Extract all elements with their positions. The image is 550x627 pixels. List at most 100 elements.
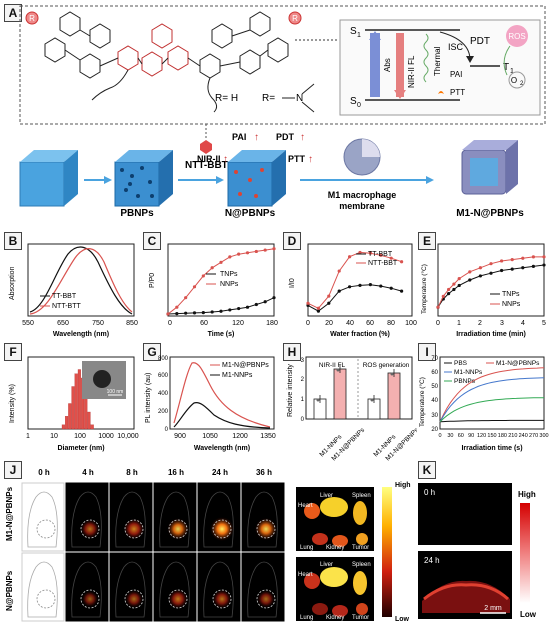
j-image-1-3 [153,552,197,622]
chart-i-xtick-6: 180 [498,433,507,439]
chart-f-bar-5 [77,369,81,430]
dimethylamine-icon [282,83,315,113]
chart-c-point-1-8 [237,252,241,256]
chart-d-point-0-6 [368,283,372,287]
chart-i-legend-3: PBNPs [454,378,476,385]
chart-d-point-0-1 [316,309,320,313]
chart-g-ytick-2: 400 [158,391,169,397]
j-image-1-4 [197,552,241,622]
chart-e-point-1-5 [468,270,472,274]
chart-d-xtick-2: 40 [346,320,354,327]
chart-d-point-1-9 [400,260,404,264]
chart-i-legend-1: M1-N@PBNPs [496,360,540,367]
chart-c-xtick-3: 180 [266,320,278,327]
chart-d-point-1-6 [368,251,372,255]
chart-b-xtick-0: 550 [22,320,34,327]
chart-c-point-0-3 [192,311,197,315]
chart-d-point-1-3 [337,269,341,273]
chart-b: Absorption TT-BBT NTT-BTT 550 650 750 85… [9,243,138,338]
chart-i-ytick-5: 70 [431,356,438,362]
chart-d-point-0-3 [337,289,341,293]
chart-c-point-0-9 [245,305,250,309]
chart-i-xtick-4: 120 [477,433,486,439]
j-image-1-1 [65,552,109,622]
chart-c-point-0-10 [254,302,258,307]
j-tumor-signal-0-5 [254,517,278,541]
chart-f-bar-1 [65,416,69,430]
panel-label-c: C [143,232,161,250]
chart-e-point-0-5 [468,278,472,282]
chart-h-ytick-3: 3 [301,358,305,364]
j-time-4: 24 h [212,468,228,477]
chart-e-ylabel: Temperature (°C) [420,264,428,314]
chart-b-series-0 [29,246,133,315]
j-tumor-signal-1-5 [257,590,275,608]
chart-e-point-1-1 [441,294,445,298]
j-row-label-0: M1-N@PBNPs [5,486,14,541]
chart-c: P/P0 TNPs NNPs 0 60 120 180 Time (s) [149,243,278,338]
chart-i-ytick-0: 20 [431,427,438,433]
chart-h-ytick-0: 0 [301,417,305,423]
chart-g-series-0 [173,362,271,428]
chart-f-xtick-4: 10,000 [117,433,139,440]
chart-h: Relative intensity 0 1 2 3 NIR-II FL ROS… [287,356,417,461]
pdt-up-arrow: ↑ [300,132,305,143]
s0-label: S [350,96,357,107]
chart-c-xtick-0: 0 [168,320,172,327]
chart-f: Intensity (%) 100 nm 1 10 100 1000 10,00… [9,356,139,452]
pbnps-label: PBNPs [120,208,154,219]
flame-icon [438,91,444,94]
j-tumor-signal-1-4 [212,589,232,609]
j-mouse-outline-0-0 [27,491,58,548]
chart-h-dot-1 [336,368,340,372]
chart-i-legend-2: M1-NNPs [454,369,483,376]
chart-e-point-1-6 [478,266,482,270]
chart-c-point-1-4 [201,274,205,278]
j-tumor-signal-1-3 [168,589,188,609]
chart-e-point-1-3 [452,282,456,286]
chart-h-bar-1 [333,368,347,420]
chart-i-xtick-2: 60 [458,433,464,439]
j-tumor-signal-1-2 [125,590,143,608]
organ-kidney-top: Kidney [326,545,344,551]
chart-e-point-1-8 [500,259,504,263]
j-image-1-5 [241,552,285,622]
membrane-label-1: M1 macrophage [328,190,397,200]
ros-label: ROS [508,32,525,41]
j-image-1-0 [21,552,65,622]
chart-f-xlabel: Diameter (nm) [57,445,104,452]
j-tumor-marker-1-5 [256,589,276,609]
ptt-up-arrow: ↑ [308,154,313,165]
chart-g: PL intensity (au) 0 200 400 600 800 M1-N… [145,356,276,452]
ptt-label: PTT [450,88,465,97]
j-mouse-outline-0-3 [159,491,190,548]
chart-e-point-0-10 [521,266,525,270]
panel-label-d: D [283,232,301,250]
chart-i-xtick-3: 90 [468,433,474,439]
chart-e: Temperature (°C) TNPs NNPs 0 1 2 3 4 5 I… [420,243,546,338]
membrane-label-2: membrane [339,201,385,211]
chart-c-point-0-11 [263,300,267,304]
chart-b-series-1 [29,248,133,315]
chart-i-xtick-1: 30 [447,433,453,439]
panel-label-e: E [418,232,436,250]
n-atom: N [296,93,303,104]
chart-b-legend-0: TT-BBT [52,293,77,300]
nir-up-arrow: ↑ [223,154,228,165]
j-tumor-marker-1-2 [124,589,144,609]
chart-e-xtick-3: 3 [500,320,504,327]
j-row-label-1: N@PBNPs [5,570,14,611]
chart-h-dot-2 [370,398,374,402]
s1-sub: 1 [357,32,361,39]
chart-g-series-1 [173,402,271,429]
abs-label: Abs [383,58,392,72]
r-definition-2: R= [262,93,275,104]
chart-i-series-3 [439,397,544,423]
chart-f-xtick-2: 100 [74,433,86,440]
m1-n-pbnps-label: M1-N@PBNPs [456,208,524,219]
chart-f-bar-0 [61,424,65,430]
chart-c-point-0-8 [237,306,241,311]
chart-d-xtick-3: 60 [366,320,374,327]
chart-e-xtick-2: 2 [478,320,482,327]
chart-c-point-1-1 [175,305,179,309]
